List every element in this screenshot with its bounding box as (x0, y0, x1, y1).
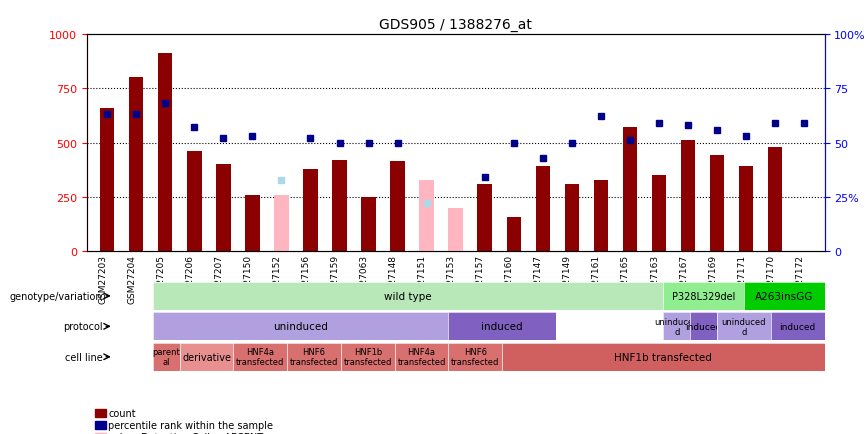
Text: HNF6
transfected: HNF6 transfected (290, 347, 339, 367)
Text: protocol: protocol (62, 322, 102, 332)
Bar (274, 195, 289, 252)
Bar (477, 184, 492, 252)
Bar (739, 167, 753, 252)
Bar (361, 197, 376, 252)
Bar (536, 167, 550, 252)
Bar (419, 180, 434, 252)
Bar (391, 161, 404, 252)
Text: cell line: cell line (65, 352, 102, 362)
Text: parent
al: parent al (152, 347, 180, 367)
Text: P328L329del: P328L329del (672, 291, 735, 301)
Text: HNF6
transfected: HNF6 transfected (451, 347, 499, 367)
Bar (710, 155, 725, 252)
Text: HNF4a
transfected: HNF4a transfected (398, 347, 445, 367)
Text: genotype/variation: genotype/variation (10, 291, 102, 301)
Text: A263insGG: A263insGG (755, 291, 813, 301)
Bar (100, 108, 115, 252)
Text: uninduced: uninduced (273, 322, 328, 332)
Text: uninduced
d: uninduced d (654, 317, 699, 336)
Bar (507, 217, 521, 252)
Text: count: count (108, 408, 136, 418)
Bar (681, 141, 695, 252)
Bar (158, 54, 173, 252)
Bar (245, 195, 260, 252)
Text: HNF1b
transfected: HNF1b transfected (344, 347, 392, 367)
Bar (564, 184, 579, 252)
Bar (303, 169, 318, 252)
Bar (216, 165, 231, 252)
Text: uninduced
d: uninduced d (721, 317, 766, 336)
Text: percentile rank within the sample: percentile rank within the sample (108, 420, 273, 430)
Bar (332, 161, 347, 252)
Bar (449, 208, 463, 252)
Bar (187, 152, 201, 252)
Text: induced: induced (779, 322, 816, 331)
Text: induced: induced (686, 322, 722, 331)
Bar (419, 224, 434, 252)
Bar (129, 78, 143, 252)
Title: GDS905 / 1388276_at: GDS905 / 1388276_at (379, 18, 532, 32)
Text: value, Detection Call = ABSENT: value, Detection Call = ABSENT (108, 432, 264, 434)
Text: derivative: derivative (182, 352, 231, 362)
Bar (622, 128, 637, 252)
Bar (652, 176, 667, 252)
Bar (594, 180, 608, 252)
Bar (768, 148, 782, 252)
Text: HNF4a
transfected: HNF4a transfected (236, 347, 285, 367)
Text: HNF1b transfected: HNF1b transfected (615, 352, 713, 362)
Text: wild type: wild type (385, 291, 432, 301)
Text: induced: induced (482, 322, 523, 332)
